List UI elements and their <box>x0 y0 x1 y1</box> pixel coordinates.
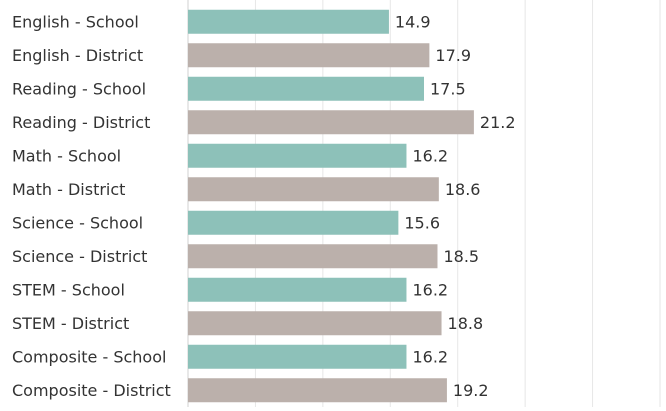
value-label: 18.6 <box>445 180 481 199</box>
value-label: 19.2 <box>453 381 489 400</box>
category-label: Math - District <box>12 180 125 199</box>
bar <box>188 277 407 302</box>
value-label: 16.2 <box>412 146 448 165</box>
value-label: 21.2 <box>480 113 516 132</box>
bar <box>188 244 438 269</box>
category-label: Composite - District <box>12 381 171 400</box>
bar <box>188 76 424 101</box>
bar <box>188 378 447 403</box>
category-label: English - School <box>12 12 139 31</box>
bar <box>188 311 442 336</box>
category-label: Science - School <box>12 213 143 232</box>
category-label: Reading - School <box>12 79 146 98</box>
value-label: 16.2 <box>412 280 448 299</box>
value-label: 17.5 <box>430 79 466 98</box>
bar <box>188 43 430 68</box>
category-label: Math - School <box>12 146 121 165</box>
category-label: Composite - School <box>12 347 166 366</box>
bar <box>188 143 407 168</box>
value-label: 18.8 <box>448 314 484 333</box>
value-label: 14.9 <box>395 12 431 31</box>
category-label: Reading - District <box>12 113 150 132</box>
category-label: Science - District <box>12 247 147 266</box>
bar <box>188 177 439 202</box>
bar <box>188 210 399 235</box>
bar <box>188 110 474 135</box>
value-label: 15.6 <box>404 213 440 232</box>
value-label: 18.5 <box>443 247 479 266</box>
value-label: 16.2 <box>412 347 448 366</box>
bar <box>188 344 407 369</box>
category-label: English - District <box>12 46 143 65</box>
bar <box>188 9 389 34</box>
category-label: STEM - District <box>12 314 129 333</box>
category-label: STEM - School <box>12 280 125 299</box>
value-label: 17.9 <box>435 46 471 65</box>
